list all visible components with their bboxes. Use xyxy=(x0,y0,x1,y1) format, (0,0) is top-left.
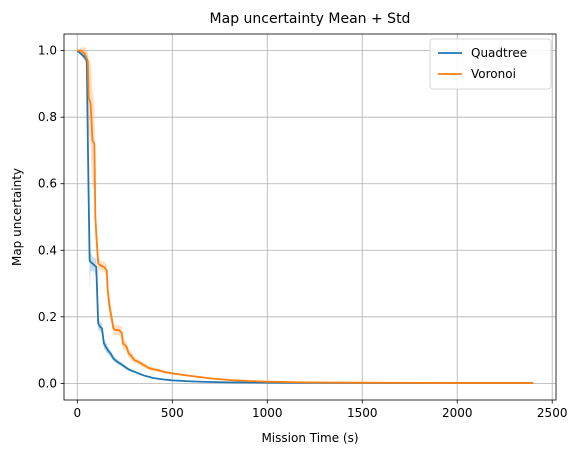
chart-title: Map uncertainty Mean + Std xyxy=(210,11,411,27)
y-tick-label: 0.4 xyxy=(38,243,57,257)
y-tick-label: 0.6 xyxy=(38,177,57,191)
y-tick-label: 1.0 xyxy=(38,44,57,58)
series-line-quadtree xyxy=(76,49,534,384)
std-band-voronoi xyxy=(77,47,534,384)
y-tick-label: 0.0 xyxy=(38,376,57,390)
x-tick-label: 1500 xyxy=(347,406,378,420)
plot-frame xyxy=(63,33,557,401)
grid-layer xyxy=(64,34,556,400)
y-tick-label: 0.2 xyxy=(38,310,57,324)
x-tick-label: 2000 xyxy=(442,406,473,420)
legend: Quadtree Voronoi xyxy=(429,38,552,90)
x-tick-label: 1000 xyxy=(252,406,283,420)
y-axis-label: Map uncertainty xyxy=(10,168,24,266)
x-tick-label: 2500 xyxy=(537,406,568,420)
legend-box xyxy=(429,38,552,90)
x-axis-label: Mission Time (s) xyxy=(261,431,358,445)
x-tick-label: 500 xyxy=(161,406,184,420)
series-line-voronoi xyxy=(77,49,534,384)
legend-label-quadtree: Quadtree xyxy=(471,46,527,60)
std-band-layer xyxy=(77,47,534,384)
series-line-layer xyxy=(76,49,534,384)
y-tick-label: 0.8 xyxy=(38,110,57,124)
legend-label-voronoi: Voronoi xyxy=(471,67,516,81)
x-tick-label: 0 xyxy=(73,406,81,420)
tick-layer: 0 500 1000 1500 2000 2500 0.0 0.2 0.4 0.6 0.8 1.0 xyxy=(38,44,568,420)
